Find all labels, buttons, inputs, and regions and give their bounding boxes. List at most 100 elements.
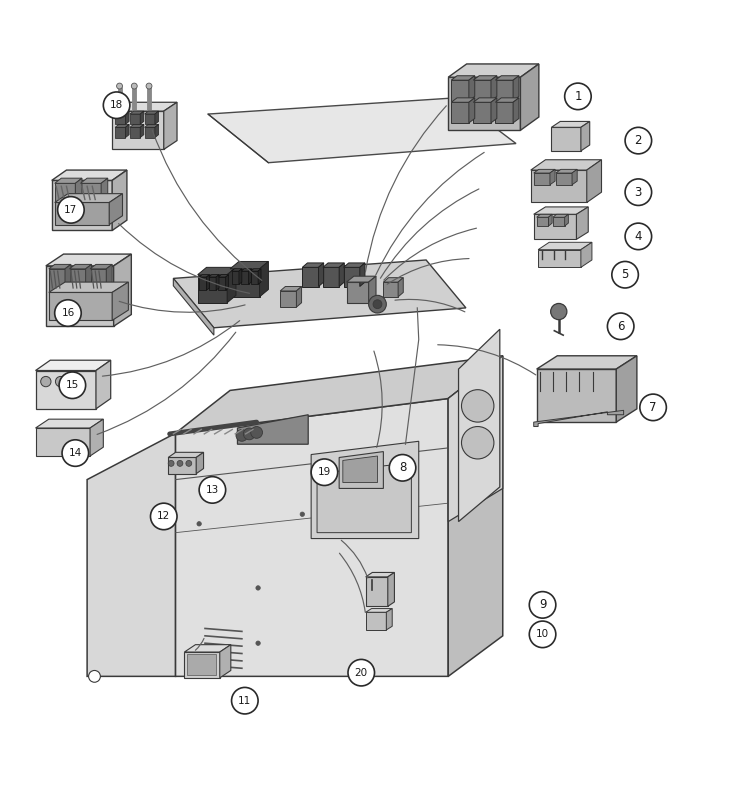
Polygon shape	[296, 286, 302, 307]
Text: 8: 8	[399, 462, 406, 474]
Polygon shape	[553, 218, 565, 226]
Circle shape	[612, 262, 638, 288]
Polygon shape	[581, 122, 590, 151]
Polygon shape	[553, 214, 569, 218]
Polygon shape	[468, 76, 475, 101]
Polygon shape	[109, 194, 123, 225]
Polygon shape	[86, 264, 92, 291]
Polygon shape	[534, 173, 550, 185]
Polygon shape	[112, 111, 164, 150]
Text: 15: 15	[65, 380, 79, 390]
Polygon shape	[115, 127, 126, 138]
Polygon shape	[339, 263, 344, 286]
Circle shape	[58, 197, 84, 223]
Polygon shape	[87, 433, 175, 676]
Polygon shape	[513, 98, 519, 123]
Circle shape	[256, 641, 260, 646]
Polygon shape	[130, 114, 140, 124]
Polygon shape	[344, 267, 359, 286]
Text: 14: 14	[68, 448, 82, 458]
Circle shape	[368, 295, 387, 313]
Polygon shape	[49, 269, 65, 291]
Circle shape	[256, 586, 260, 590]
Polygon shape	[548, 214, 552, 226]
Text: 4: 4	[635, 230, 642, 243]
Polygon shape	[491, 76, 497, 101]
Polygon shape	[35, 428, 90, 456]
Polygon shape	[339, 451, 384, 489]
Polygon shape	[184, 652, 220, 678]
Polygon shape	[280, 286, 302, 291]
Text: 6: 6	[617, 320, 624, 333]
Circle shape	[103, 92, 130, 118]
Polygon shape	[114, 254, 132, 326]
Polygon shape	[184, 645, 231, 652]
Polygon shape	[468, 98, 475, 123]
Polygon shape	[473, 98, 497, 102]
Polygon shape	[52, 180, 112, 230]
Circle shape	[186, 461, 192, 466]
Text: 1: 1	[575, 90, 582, 103]
Text: 10: 10	[536, 630, 549, 639]
Polygon shape	[538, 250, 581, 267]
Circle shape	[625, 179, 652, 206]
Polygon shape	[96, 360, 111, 409]
Polygon shape	[199, 274, 210, 277]
Polygon shape	[164, 102, 177, 150]
Polygon shape	[90, 269, 106, 291]
Text: 13: 13	[206, 485, 219, 495]
Polygon shape	[232, 269, 242, 271]
Circle shape	[373, 300, 382, 309]
Polygon shape	[168, 458, 196, 474]
Polygon shape	[140, 124, 144, 138]
Polygon shape	[368, 276, 376, 302]
Polygon shape	[230, 262, 268, 269]
Circle shape	[62, 440, 89, 466]
Polygon shape	[448, 356, 503, 676]
Circle shape	[117, 83, 123, 89]
Polygon shape	[241, 269, 251, 271]
Polygon shape	[344, 263, 365, 267]
Polygon shape	[69, 264, 92, 269]
Polygon shape	[473, 80, 491, 101]
Circle shape	[462, 426, 494, 459]
Polygon shape	[175, 398, 448, 676]
Polygon shape	[616, 356, 637, 422]
Polygon shape	[280, 291, 296, 307]
Circle shape	[244, 428, 255, 440]
Circle shape	[236, 430, 247, 442]
Circle shape	[625, 223, 652, 250]
Text: 2: 2	[635, 134, 642, 147]
Polygon shape	[209, 277, 216, 290]
Polygon shape	[459, 330, 500, 522]
Polygon shape	[35, 370, 96, 409]
Polygon shape	[365, 612, 387, 630]
Polygon shape	[35, 419, 103, 428]
Polygon shape	[513, 76, 519, 101]
Polygon shape	[556, 170, 578, 173]
Polygon shape	[538, 242, 592, 250]
Polygon shape	[384, 282, 398, 297]
Polygon shape	[534, 207, 588, 214]
Polygon shape	[473, 102, 491, 123]
Polygon shape	[55, 202, 109, 225]
Circle shape	[565, 83, 591, 110]
Circle shape	[177, 461, 183, 466]
Bar	[186, 654, 216, 675]
Polygon shape	[220, 645, 231, 678]
Polygon shape	[168, 452, 204, 458]
Text: 9: 9	[538, 598, 546, 611]
Polygon shape	[140, 111, 144, 124]
Circle shape	[41, 377, 51, 386]
Polygon shape	[198, 274, 227, 302]
Circle shape	[390, 454, 416, 481]
Polygon shape	[106, 264, 112, 291]
Polygon shape	[537, 218, 548, 226]
Polygon shape	[565, 214, 569, 226]
Polygon shape	[302, 263, 323, 267]
Polygon shape	[49, 264, 71, 269]
Text: 18: 18	[110, 100, 123, 110]
Circle shape	[608, 313, 634, 339]
Polygon shape	[496, 76, 519, 80]
Polygon shape	[451, 80, 468, 101]
